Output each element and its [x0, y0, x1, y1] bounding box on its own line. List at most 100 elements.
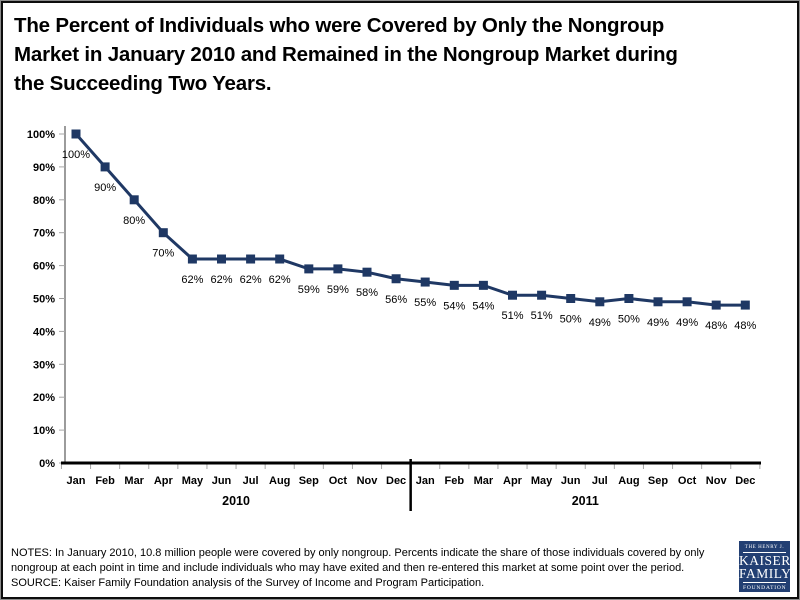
source-text: SOURCE: Kaiser Family Foundation analysi… — [11, 577, 485, 589]
series-line — [74, 133, 746, 307]
data-point-marker — [187, 254, 197, 264]
data-point-marker — [508, 290, 517, 300]
y-axis-tick-label: 10% — [33, 425, 55, 437]
month-label: May — [182, 475, 204, 487]
y-axis-tick-label: 70% — [33, 228, 55, 240]
month-label: Dec — [386, 475, 406, 487]
year-label: 2010 — [222, 494, 250, 508]
data-point-marker — [246, 254, 256, 264]
y-axis-tick-label: 60% — [33, 261, 55, 273]
data-point-marker — [129, 195, 139, 205]
year-label: 2011 — [572, 494, 599, 508]
month-label: Jan — [67, 475, 86, 487]
data-point-marker — [537, 290, 547, 300]
month-label: May — [531, 475, 553, 487]
data-point-label: 62% — [210, 274, 232, 286]
y-axis-tick-label: 90% — [33, 162, 55, 174]
data-point-label: 62% — [240, 274, 262, 286]
data-point-label: 54% — [443, 300, 465, 312]
data-point-label: 50% — [560, 314, 582, 326]
data-point-marker — [624, 294, 634, 303]
data-point-marker — [333, 264, 343, 274]
data-point-marker — [711, 300, 721, 310]
y-axis-tick-label: 30% — [33, 359, 55, 371]
logo-line-kaiser: KAISER — [739, 553, 791, 568]
month-label: Sep — [299, 475, 319, 487]
month-label: Feb — [95, 475, 115, 487]
data-point-label: 55% — [414, 297, 436, 309]
data-point-marker — [478, 280, 488, 290]
month-label: Nov — [706, 475, 728, 487]
data-point-label: 80% — [123, 215, 145, 227]
month-label: Mar — [124, 475, 144, 487]
data-point-marker — [420, 277, 430, 287]
month-label: Jan — [416, 475, 435, 487]
data-point-label: 62% — [269, 274, 291, 286]
data-point-label: 50% — [618, 314, 640, 326]
y-axis-tick-label: 0% — [39, 458, 55, 470]
month-label: Jul — [592, 475, 608, 487]
month-label: Apr — [154, 475, 174, 487]
line-chart: 0% 10% 20% 30% 40% 50% 60% 70% 80% 90% 100% 100% 90%… — [27, 126, 761, 511]
data-point-marker — [71, 129, 81, 139]
data-point-label: 51% — [501, 310, 523, 322]
data-point-marker — [682, 297, 692, 307]
page-title-line: Market in January 2010 and Remained in t… — [14, 43, 678, 66]
month-label: Oct — [678, 475, 697, 487]
data-point-label: 54% — [472, 300, 494, 312]
data-point-label: 49% — [676, 317, 698, 329]
data-point-label: 100% — [62, 149, 90, 161]
data-point-marker — [740, 300, 750, 310]
data-point-label: 48% — [734, 320, 756, 332]
page-title: The Percent of Individuals who were Cove… — [14, 11, 787, 98]
month-label: Jun — [212, 475, 232, 487]
data-point-marker — [304, 264, 314, 274]
month-label: Oct — [329, 475, 348, 487]
month-label: Jun — [561, 475, 581, 487]
month-label: Dec — [735, 475, 755, 487]
data-point-marker — [391, 274, 401, 284]
month-label: Sep — [648, 475, 668, 487]
data-point-marker — [653, 297, 663, 307]
notes-text: NOTES: In January 2010, 10.8 million peo… — [11, 547, 705, 574]
month-label: Aug — [269, 475, 290, 487]
data-point-label: 70% — [152, 248, 174, 260]
logo-line-the-henry-j: THE HENRY J. — [743, 545, 786, 553]
y-axis-tick-label: 50% — [33, 294, 55, 306]
data-point-marker — [362, 267, 372, 277]
data-point-marker — [595, 297, 605, 307]
data-point-label: 48% — [705, 320, 727, 332]
logo-line-foundation: FOUNDATION — [743, 582, 786, 591]
data-point-marker — [158, 228, 168, 238]
kaiser-family-foundation-logo: THE HENRY J. KAISER FAMILY FOUNDATION — [739, 541, 792, 592]
data-point-label: 62% — [181, 274, 203, 286]
y-axis-tick-label: 40% — [33, 326, 55, 338]
data-point-label: 59% — [298, 284, 320, 296]
month-label: Jul — [243, 475, 259, 487]
logo-line-family: FAMILY — [739, 566, 792, 581]
y-axis-tick-label: 20% — [33, 392, 55, 404]
data-point-marker — [566, 294, 576, 303]
data-point-marker — [449, 280, 459, 290]
data-point-label: 49% — [647, 317, 669, 329]
month-label: Aug — [618, 475, 639, 487]
data-point-marker — [217, 254, 226, 264]
y-axis-tick-label: 80% — [33, 195, 55, 207]
data-point-label: 49% — [589, 317, 611, 329]
page-title-line: the Succeeding Two Years. — [14, 72, 272, 95]
data-point-label: 51% — [531, 310, 553, 322]
data-point-label: 58% — [356, 287, 378, 299]
data-point-marker — [275, 254, 285, 264]
data-point-marker — [100, 162, 110, 172]
chart-notes: NOTES: In January 2010, 10.8 million peo… — [11, 546, 749, 591]
data-point-label: 56% — [385, 294, 407, 306]
data-point-label: 59% — [327, 284, 349, 296]
month-label: Apr — [503, 475, 523, 487]
month-label: Mar — [474, 475, 494, 487]
month-label: Feb — [445, 475, 465, 487]
month-label: Nov — [357, 475, 379, 487]
page-title-line: The Percent of Individuals who were Cove… — [14, 14, 665, 37]
data-point-label: 90% — [94, 182, 116, 194]
